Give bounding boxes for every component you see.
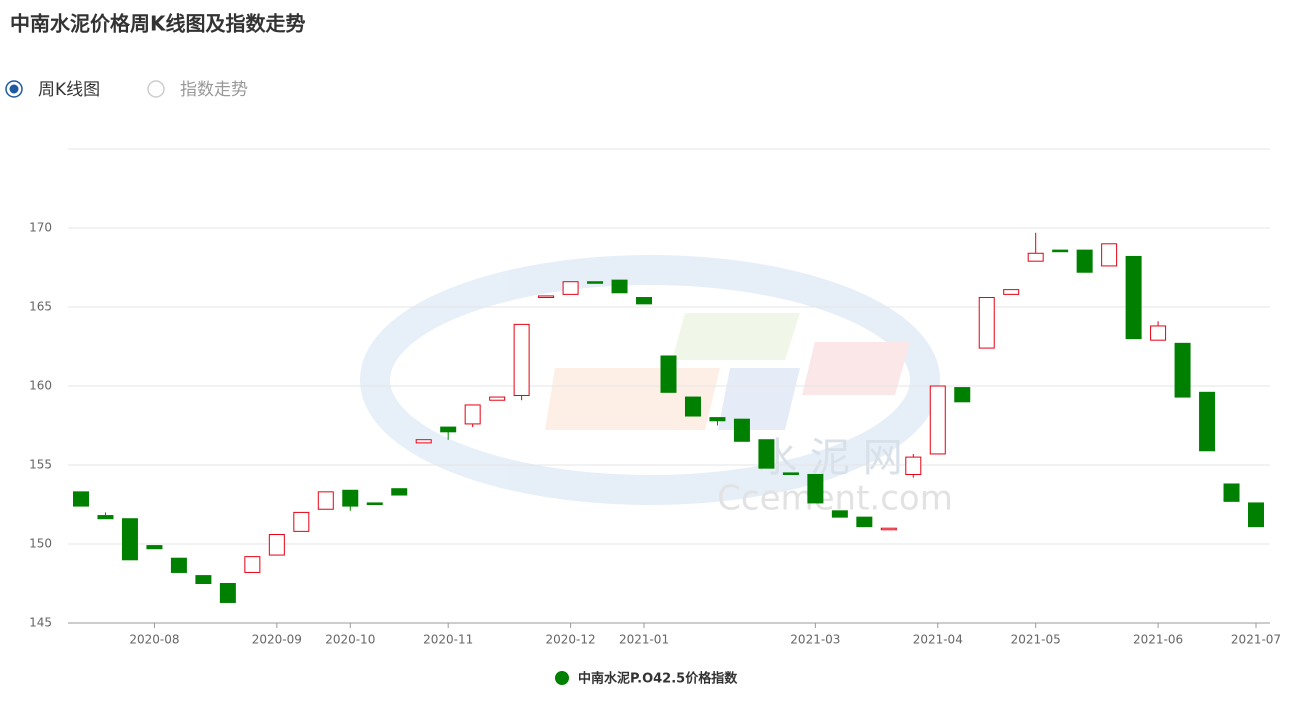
candle-body [1003, 289, 1020, 295]
candle-body [317, 491, 334, 510]
candle-body [513, 323, 530, 396]
candle-body [464, 404, 481, 425]
candle-body [684, 396, 701, 417]
candle-body [1223, 483, 1240, 502]
x-tick-label: 2020-11 [423, 633, 473, 647]
candle-body [954, 387, 971, 403]
candle-body [97, 515, 114, 520]
x-tick-label: 2020-12 [546, 633, 596, 647]
candle-body [1125, 255, 1142, 340]
y-tick-label: 170 [29, 221, 52, 235]
candle-body [268, 534, 285, 556]
candle-body [709, 417, 726, 422]
y-tick-label: 150 [29, 537, 52, 551]
watermark-text: 水 泥 网 [757, 435, 902, 481]
candle-body [1101, 243, 1118, 267]
candle-body [342, 489, 359, 507]
candle-body [1248, 502, 1264, 528]
candle-body [538, 295, 555, 299]
radio-dot [9, 84, 19, 94]
candle-body [733, 418, 750, 442]
page-title: 中南水泥价格周K线图及指数走势 [10, 12, 306, 36]
legend-marker [555, 671, 569, 685]
candle-body [782, 472, 799, 475]
candle-body [170, 557, 187, 573]
candle-body [219, 583, 236, 603]
y-tick-label: 145 [29, 616, 52, 630]
candle-body [636, 297, 653, 305]
y-tick-label: 160 [29, 379, 52, 393]
tab[interactable]: 指数走势 [147, 80, 248, 100]
candle-body [880, 527, 897, 531]
candle-body [1052, 249, 1069, 253]
candle-body [929, 385, 946, 455]
candle-body [611, 279, 628, 294]
candle-body [1199, 391, 1216, 452]
candle-body [1150, 325, 1167, 341]
radio[interactable] [147, 80, 165, 98]
candle-body [1027, 252, 1044, 262]
y-tick-label: 165 [29, 300, 52, 314]
candle-body [391, 488, 408, 496]
x-tick-label: 2021-01 [619, 633, 669, 647]
candle-body [366, 502, 383, 506]
x-tick-label: 2021-06 [1133, 633, 1183, 647]
candle-body [440, 426, 457, 433]
candle-body [1076, 249, 1093, 273]
candle-body [562, 281, 579, 295]
candle-body [415, 439, 432, 444]
candle-body [856, 516, 873, 528]
candle-body [146, 545, 163, 550]
x-tick-label: 2021-04 [913, 633, 963, 647]
x-tick-label: 2021-05 [1011, 633, 1061, 647]
x-tick-label: 2021-07 [1231, 633, 1281, 647]
x-tick-label: 2021-03 [790, 633, 840, 647]
x-tick-label: 2020-10 [325, 633, 375, 647]
candle-body [831, 510, 848, 518]
candle-body [244, 556, 261, 573]
x-tick-label: 2020-09 [252, 633, 302, 647]
candle-body [587, 281, 604, 284]
candle-body [660, 355, 677, 393]
tab[interactable]: 周K线图 [5, 80, 100, 100]
x-tick-label: 2020-08 [129, 633, 179, 647]
candle-body [293, 511, 310, 532]
candle-body [807, 473, 824, 504]
tab-label[interactable]: 周K线图 [38, 80, 100, 100]
y-tick-label: 155 [29, 458, 52, 472]
candle-body [489, 396, 506, 401]
legend-label: 中南水泥P.O42.5价格指数 [578, 671, 738, 687]
candle-body [758, 439, 775, 469]
candle-body [195, 575, 212, 584]
candle-body [905, 456, 922, 475]
candle-body [121, 518, 138, 561]
tab-label[interactable]: 指数走势 [180, 80, 248, 100]
candle-body [1174, 342, 1191, 398]
candle-body [978, 297, 995, 349]
candle-body [73, 491, 89, 507]
